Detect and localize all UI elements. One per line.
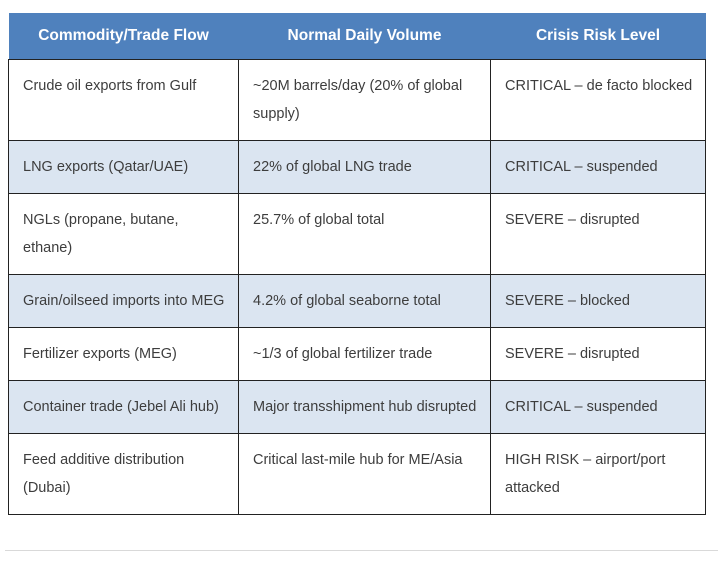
column-header-volume: Normal Daily Volume	[238, 13, 491, 60]
cell-risk: CRITICAL – suspended	[490, 140, 706, 194]
table-row: Fertilizer exports (MEG) ~1/3 of global …	[8, 327, 706, 381]
cell-risk: HIGH RISK – airport/port attacked	[490, 433, 706, 515]
cell-commodity: Feed additive distribution (Dubai)	[8, 433, 239, 515]
table-row: NGLs (propane, butane, ethane) 25.7% of …	[8, 193, 706, 275]
cell-volume: 22% of global LNG trade	[238, 140, 491, 194]
column-header-risk: Crisis Risk Level	[490, 13, 706, 60]
cell-volume: Critical last-mile hub for ME/Asia	[238, 433, 491, 515]
cell-risk: SEVERE – disrupted	[490, 193, 706, 275]
cell-commodity: NGLs (propane, butane, ethane)	[8, 193, 239, 275]
page-divider	[5, 550, 718, 551]
cell-risk: CRITICAL – suspended	[490, 380, 706, 434]
table-row: Container trade (Jebel Ali hub) Major tr…	[8, 380, 706, 434]
table-row: Crude oil exports from Gulf ~20M barrels…	[8, 59, 706, 141]
cell-risk: CRITICAL – de facto blocked	[490, 59, 706, 141]
cell-risk: SEVERE – disrupted	[490, 327, 706, 381]
cell-volume: 25.7% of global total	[238, 193, 491, 275]
cell-commodity: Crude oil exports from Gulf	[8, 59, 239, 141]
table-row: Grain/oilseed imports into MEG 4.2% of g…	[8, 274, 706, 328]
table-row: LNG exports (Qatar/UAE) 22% of global LN…	[8, 140, 706, 194]
commodity-risk-table: Commodity/Trade Flow Normal Daily Volume…	[8, 13, 706, 515]
cell-commodity: Fertilizer exports (MEG)	[8, 327, 239, 381]
header-row: Commodity/Trade Flow Normal Daily Volume…	[8, 13, 706, 60]
cell-risk: SEVERE – blocked	[490, 274, 706, 328]
column-header-commodity: Commodity/Trade Flow	[8, 13, 239, 60]
cell-volume: ~1/3 of global fertilizer trade	[238, 327, 491, 381]
cell-commodity: Grain/oilseed imports into MEG	[8, 274, 239, 328]
cell-volume: ~20M barrels/day (20% of global supply)	[238, 59, 491, 141]
cell-volume: Major transshipment hub disrupted	[238, 380, 491, 434]
cell-commodity: LNG exports (Qatar/UAE)	[8, 140, 239, 194]
cell-commodity: Container trade (Jebel Ali hub)	[8, 380, 239, 434]
cell-volume: 4.2% of global seaborne total	[238, 274, 491, 328]
table-row: Feed additive distribution (Dubai) Criti…	[8, 433, 706, 515]
